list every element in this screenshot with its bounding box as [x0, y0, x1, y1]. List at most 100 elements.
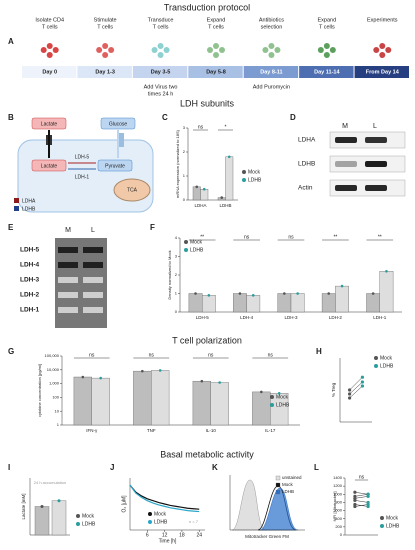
cell-icon — [52, 47, 59, 53]
bar-dot — [260, 390, 263, 394]
step-label: Antibiotics — [259, 17, 284, 23]
bar — [210, 382, 229, 426]
y-tick-label: 1 — [175, 291, 178, 296]
cell-icon — [379, 43, 386, 49]
legend-label: LDHA — [22, 198, 36, 204]
legend-marker — [184, 240, 188, 244]
significance: ns — [198, 124, 204, 130]
row-label: LDH-1 — [20, 307, 40, 314]
row-label: LDH-2 — [20, 292, 40, 299]
section-title: T cell polarization — [172, 335, 242, 345]
step-label: T cells — [97, 24, 113, 30]
x-tick-label: LDH-2 — [329, 315, 343, 320]
step-label: Expand — [207, 17, 226, 23]
y-tick-label: 0 — [175, 309, 178, 314]
y-tick-label: 10,000 — [47, 367, 60, 372]
gel-band — [58, 262, 78, 268]
cell-icon — [157, 43, 164, 49]
point — [353, 504, 357, 509]
legend-label: Mock — [386, 515, 398, 521]
blot-band — [365, 185, 387, 191]
cell-icon — [108, 47, 115, 53]
significance: ns — [89, 352, 95, 358]
point — [360, 384, 364, 388]
step-label: Transduce — [148, 17, 174, 23]
diagram-label: LDH-1 — [75, 174, 90, 180]
point — [348, 396, 352, 400]
timeline-segment — [299, 66, 354, 78]
gel-band — [83, 277, 103, 283]
bar-dot — [207, 294, 211, 297]
cell-icon — [323, 52, 330, 58]
bar-dot — [296, 292, 299, 295]
legend-label: LDHB — [190, 247, 204, 253]
timeline-segment — [132, 66, 188, 78]
gel-band — [58, 247, 78, 253]
legend-marker — [184, 248, 188, 252]
bar — [379, 271, 394, 313]
cell-icon — [385, 47, 392, 53]
point — [348, 392, 352, 396]
x-tick-label: IFN-γ — [86, 428, 98, 433]
timeline-segment — [22, 66, 77, 78]
bar — [34, 506, 50, 536]
bar-dot — [200, 379, 204, 383]
bar-dot — [251, 294, 255, 297]
point — [360, 380, 364, 384]
panel-label: H — [316, 347, 322, 356]
cell-icon — [379, 52, 386, 58]
panel-label: L — [314, 463, 319, 472]
y-axis-title: Lactate [mM] — [21, 493, 26, 519]
bar-dot — [40, 505, 44, 508]
bar — [188, 293, 203, 313]
cell-icon — [373, 47, 380, 53]
y-tick-label: 100 — [52, 394, 59, 399]
y-tick-label: 2 — [175, 272, 178, 277]
panel-label: D — [290, 113, 296, 122]
bar-dot — [283, 292, 286, 295]
pair-line — [354, 500, 369, 503]
y-tick-label: 400 — [335, 516, 342, 521]
point — [366, 502, 370, 507]
y-tick-label: 800 — [335, 499, 342, 504]
pair-line — [354, 494, 369, 497]
histogram-unstained — [231, 479, 267, 531]
x-axis-title: Mitotracker Green FM — [245, 534, 289, 539]
point — [348, 388, 352, 392]
legend-label: LDHB — [276, 402, 290, 408]
bar-dot — [158, 369, 162, 372]
legend-label: Mock — [82, 513, 94, 519]
cell-icon — [274, 47, 281, 53]
y-tick-label: 4 — [175, 235, 178, 240]
pair-line — [349, 377, 363, 391]
y-axis-title: mRNA expression (normalized to 18S) — [175, 129, 180, 198]
y-tick-label: 0 — [340, 532, 343, 537]
bar — [233, 293, 247, 313]
significance: ns — [359, 474, 365, 480]
y-tick-label: 1400 — [333, 475, 343, 480]
legend-label: Mock — [154, 511, 166, 517]
note: Add Virus two — [144, 84, 178, 90]
legend-label: LDHB — [154, 519, 168, 525]
gel-band — [58, 277, 78, 283]
y-axis-title: MFI [Mitotracker] — [332, 491, 337, 521]
cell-icon — [207, 47, 213, 53]
cell-icon — [96, 47, 103, 53]
y-tick-label: 3 — [183, 125, 186, 130]
bar-dot — [238, 292, 242, 295]
row-label: LDH-3 — [20, 277, 40, 284]
legend-label: Mock — [248, 169, 260, 175]
cell-icon — [40, 47, 47, 53]
significance: ns — [149, 352, 155, 358]
legend-swatch — [275, 489, 281, 495]
lane-label: L — [373, 123, 377, 130]
blot-band — [365, 161, 387, 167]
timeline-segment — [243, 66, 299, 78]
cell-icon — [268, 43, 275, 49]
bar — [366, 293, 381, 313]
bar-dot — [220, 196, 224, 199]
bar — [246, 295, 261, 313]
legend-marker — [380, 516, 384, 520]
cell-icon — [262, 47, 269, 53]
x-tick-label: 6 — [146, 532, 149, 538]
